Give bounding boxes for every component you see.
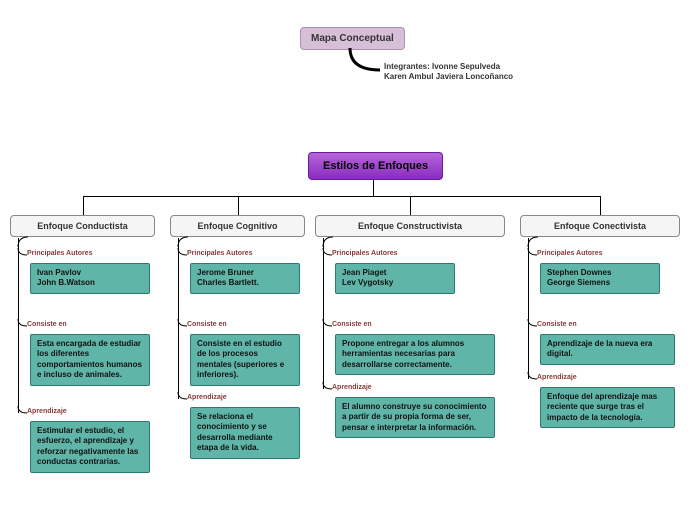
branch-title: Enfoque Constructivista <box>315 215 505 237</box>
aprendizaje-box: Estimular el estudio, el esfuerzo, el ap… <box>30 421 150 473</box>
connector <box>18 238 19 413</box>
map-title: Mapa Conceptual <box>300 27 405 50</box>
aprendizaje-box: Se relaciona el conocimiento y se desarr… <box>190 407 300 459</box>
aprendizaje-label: Aprendizaje <box>332 384 372 391</box>
consiste-box: Esta encargada de estudiar los diferente… <box>30 334 150 386</box>
autores-label: Principales Autores <box>537 250 603 257</box>
connector <box>83 196 602 197</box>
autores-label: Principales Autores <box>187 250 253 257</box>
connector <box>600 196 601 215</box>
consiste-label: Consiste en <box>27 321 67 328</box>
branch-title: Enfoque Cognitivo <box>170 215 305 237</box>
connector <box>373 180 374 196</box>
connector <box>238 196 239 215</box>
curve-connector <box>528 237 542 249</box>
curve-connector <box>323 237 337 249</box>
connector <box>528 238 529 379</box>
connector <box>178 238 179 399</box>
connector <box>410 196 411 215</box>
connector <box>83 196 84 215</box>
aprendizaje-label: Aprendizaje <box>187 394 227 401</box>
aprendizaje-label: Aprendizaje <box>537 374 577 381</box>
aprendizaje-label: Aprendizaje <box>27 408 67 415</box>
autores-label: Principales Autores <box>332 250 398 257</box>
branch-title: Enfoque Conductista <box>10 215 155 237</box>
autores-box: Jean Piaget Lev Vygotsky <box>335 263 455 294</box>
curve-connector <box>18 237 32 249</box>
consiste-box: Consiste en el estudio de los procesos m… <box>190 334 300 386</box>
curve-connector <box>178 237 192 249</box>
aprendizaje-box: El alumno construye su conocimiento a pa… <box>335 397 495 438</box>
autores-label: Principales Autores <box>27 250 93 257</box>
aprendizaje-box: Enfoque del aprendizaje mas reciente que… <box>540 387 675 428</box>
integrantes-text: Integrantes: Ivonne Sepulveda Karen Ambu… <box>384 62 514 83</box>
consiste-label: Consiste en <box>537 321 577 328</box>
consiste-box: Aprendizaje de la nueva era digital. <box>540 334 675 365</box>
root-node: Estilos de Enfoques <box>308 152 443 180</box>
branch-title: Enfoque Conectivista <box>520 215 680 237</box>
autores-box: Jerome Bruner Charles Bartlett. <box>190 263 300 294</box>
consiste-label: Consiste en <box>187 321 227 328</box>
autores-box: Ivan Pavlov John B.Watson <box>30 263 150 294</box>
connector <box>323 238 324 389</box>
consiste-label: Consiste en <box>332 321 372 328</box>
autores-box: Stephen Downes George Siemens <box>540 263 660 294</box>
consiste-box: Propone entregar a los alumnos herramien… <box>335 334 495 375</box>
